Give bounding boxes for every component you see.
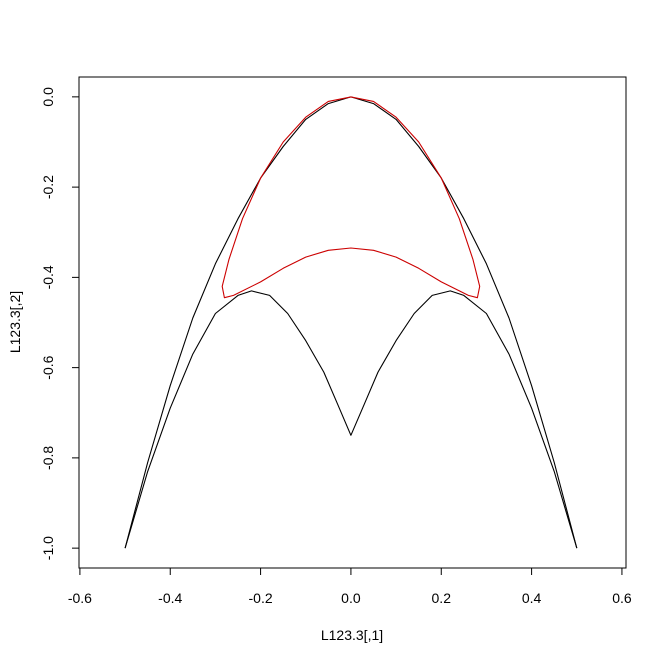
x-tick-label: 0.0 — [341, 590, 361, 606]
y-tick-label: 0.0 — [40, 87, 56, 107]
y-tick-label: -0.6 — [40, 355, 56, 379]
plot-box — [78, 76, 627, 569]
y-tick-label: -1.0 — [40, 536, 56, 560]
x-axis-label: L123.3[,1] — [321, 627, 383, 643]
y-axis-label: L123.3[,2] — [7, 291, 23, 353]
line-series — [124, 290, 578, 549]
y-tick-label: -0.4 — [40, 265, 56, 289]
y-tick-label: -0.2 — [40, 175, 56, 199]
x-tick-label: -0.4 — [158, 590, 182, 606]
y-tick-label: -0.8 — [40, 446, 56, 470]
x-tick-label: -0.6 — [68, 590, 92, 606]
x-tick-label: 0.2 — [432, 590, 452, 606]
line-series — [221, 96, 481, 299]
line-series — [124, 96, 578, 549]
x-tick-label: 0.4 — [522, 590, 542, 606]
x-tick-label: -0.2 — [249, 590, 273, 606]
x-tick-label: 0.6 — [612, 590, 632, 606]
